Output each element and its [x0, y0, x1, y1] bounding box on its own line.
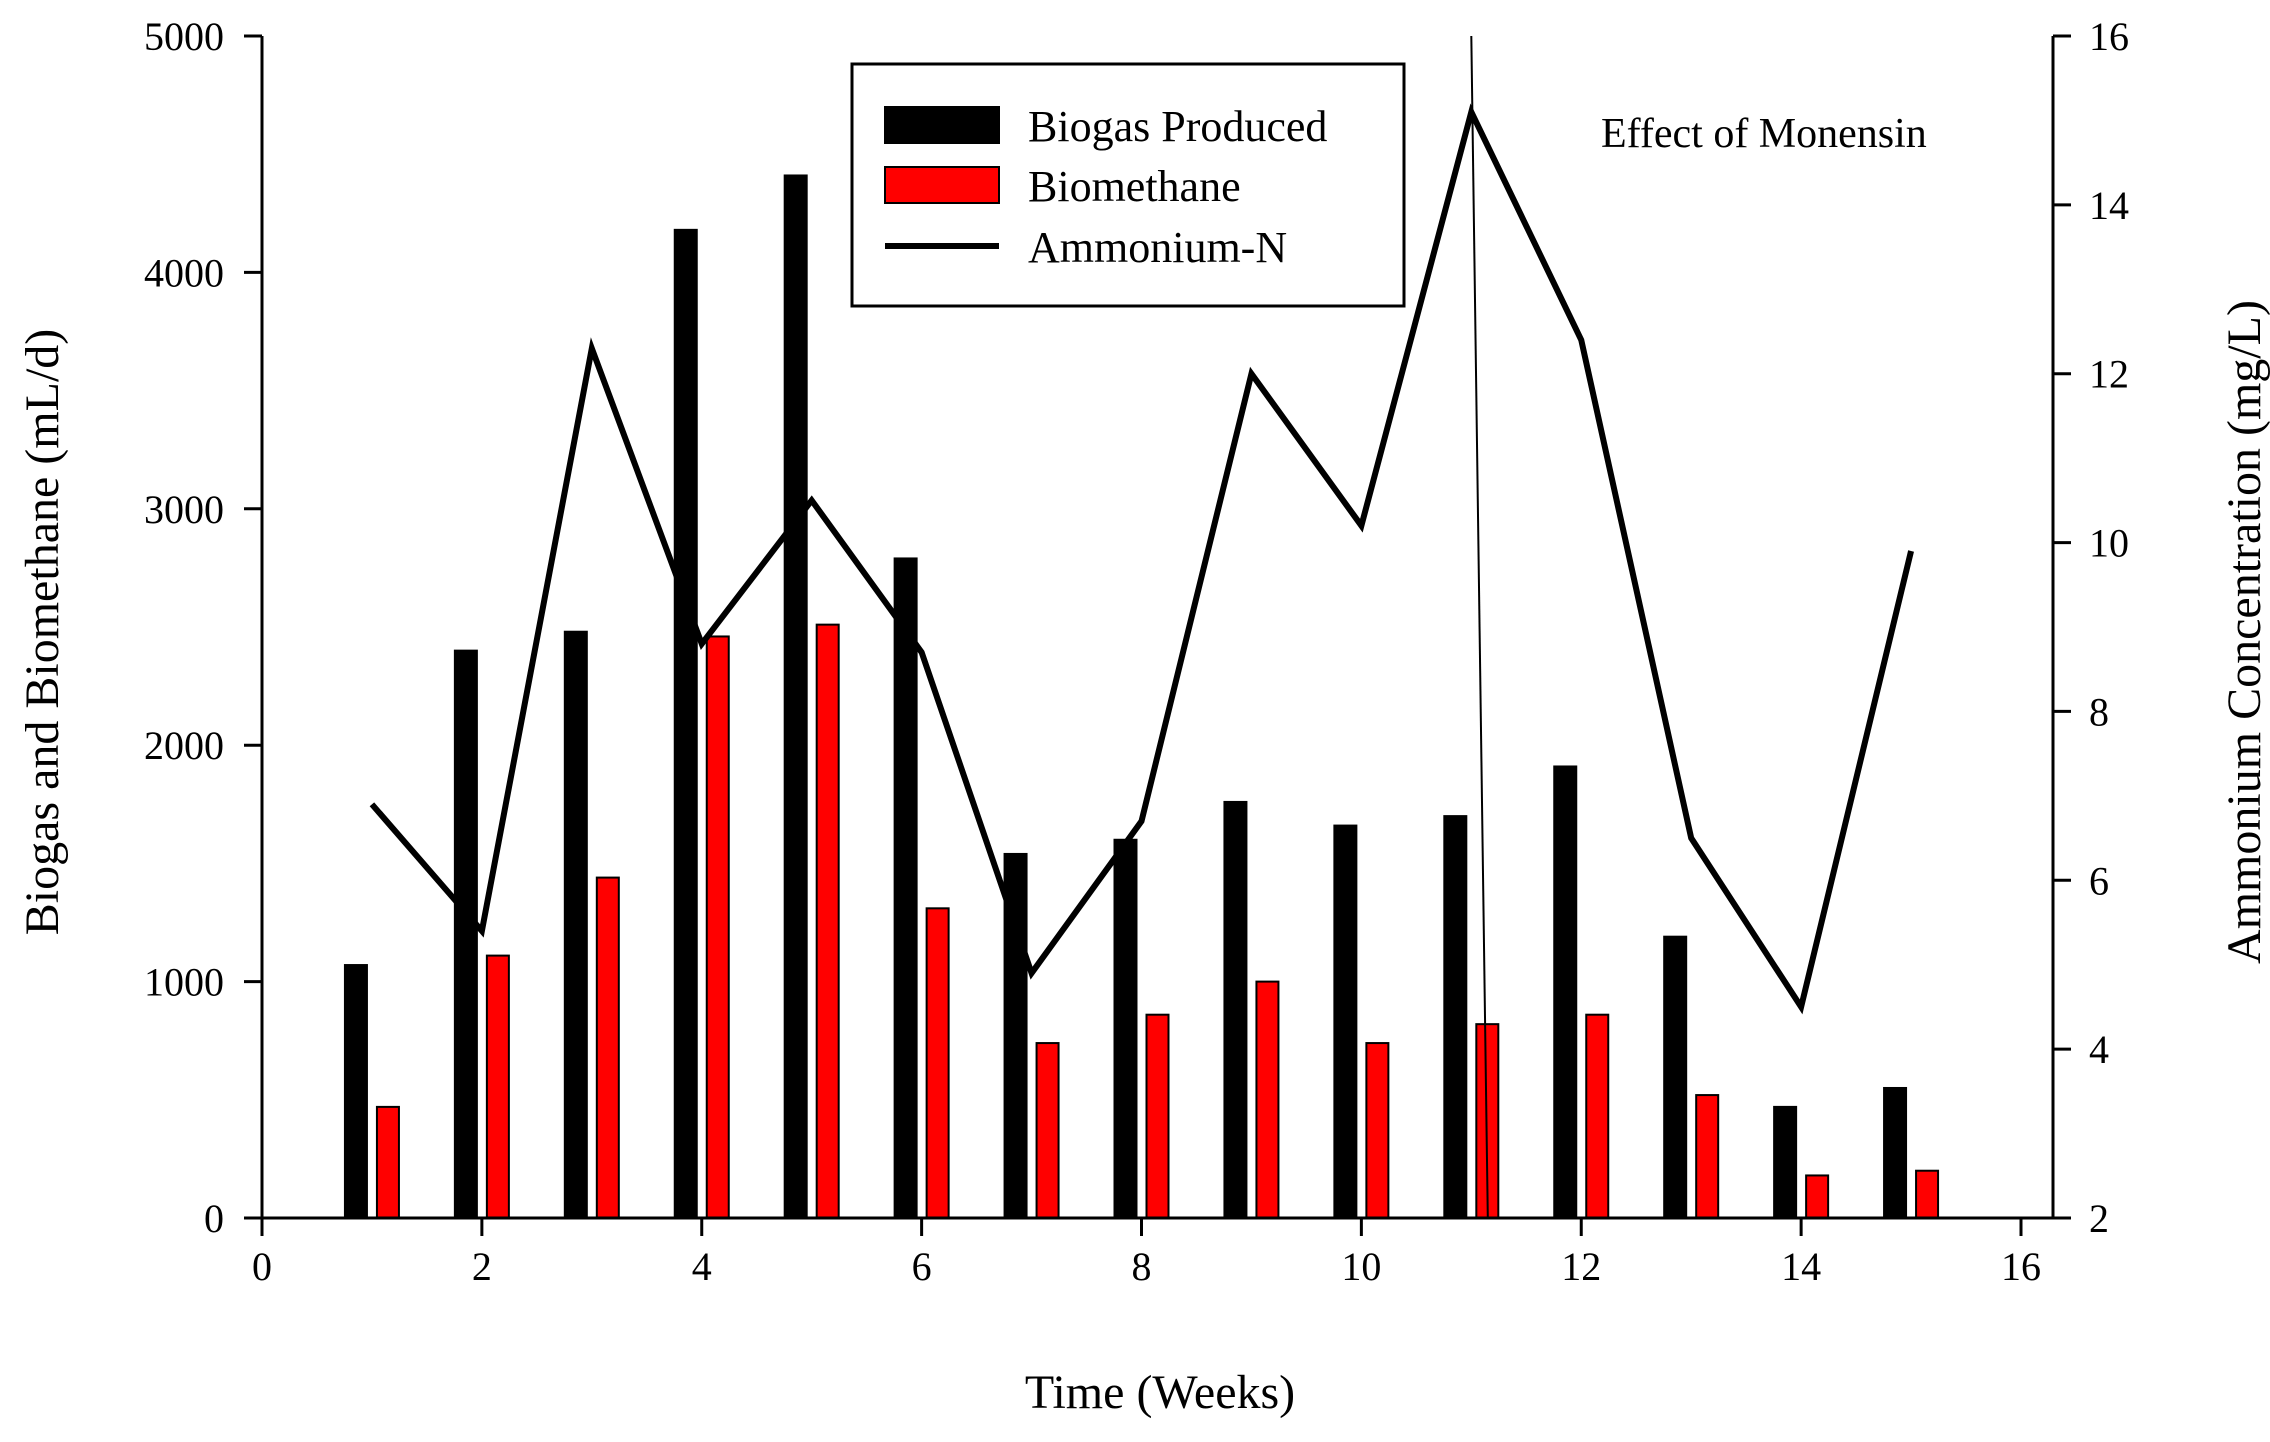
- bar-biomethane: [1035, 1042, 1060, 1219]
- x-tick-label: 6: [912, 1244, 932, 1289]
- legend: Biogas Produced Biomethane Ammonium-N: [850, 62, 1406, 308]
- bar-biomethane: [1695, 1094, 1720, 1220]
- y-tick-label: 3000: [144, 487, 224, 532]
- bar-biomethane: [595, 876, 620, 1219]
- bar-biogas: [673, 228, 698, 1219]
- legend-label-biomethane: Biomethane: [1028, 162, 1241, 211]
- y2-tick-label: 12: [2089, 352, 2129, 397]
- line-ammonium: [369, 103, 1914, 1015]
- bar-biogas: [1773, 1105, 1798, 1219]
- bar-biogas: [1443, 815, 1468, 1219]
- y-tick-label: 4000: [144, 250, 224, 295]
- bar-biomethane: [1915, 1169, 1940, 1219]
- x-tick-label: 10: [1341, 1244, 1381, 1289]
- y2-tick-label: 4: [2089, 1027, 2109, 1072]
- bar-biomethane: [705, 635, 730, 1219]
- bar-biogas: [1553, 765, 1578, 1219]
- x-tick-label: 12: [1561, 1244, 1601, 1289]
- bar-biogas: [563, 630, 588, 1219]
- bar-biogas: [343, 964, 368, 1219]
- axes: 0 2 4 6 8 10 12 14 16 0 1000 2000 3000 4000 5000 2 4 6 8 10…: [144, 14, 2129, 1289]
- y-tick-label: 1000: [144, 960, 224, 1005]
- bar-biomethane: [925, 907, 950, 1219]
- x-tick-label: 14: [1781, 1244, 1821, 1289]
- legend-label-biogas: Biogas Produced: [1028, 102, 1327, 151]
- monensin-annotation: Effect of Monensin: [1601, 111, 1927, 157]
- y2-tick-label: 2: [2089, 1196, 2109, 1241]
- y-axis-title: Biogas and Biomethane (mL/d): [16, 329, 69, 936]
- bar-biomethane: [815, 623, 840, 1219]
- bar-biogas: [1333, 824, 1358, 1219]
- bar-biogas: [1223, 800, 1248, 1219]
- bar-biogas: [453, 649, 478, 1219]
- bar-biomethane: [1145, 1013, 1170, 1219]
- bar-biogas: [1113, 838, 1138, 1219]
- bar-biogas: [783, 174, 808, 1220]
- x-tick-label: 4: [692, 1244, 712, 1289]
- y-tick-label: 2000: [144, 723, 224, 768]
- x-tick-label: 8: [1132, 1244, 1152, 1289]
- x-axis-title: Time (Weeks): [1025, 1366, 1295, 1419]
- bar-biomethane: [1255, 980, 1280, 1219]
- y2-tick-label: 8: [2089, 689, 2109, 734]
- x-tick-label: 2: [472, 1244, 492, 1289]
- x-tick-label: 16: [2001, 1244, 2041, 1289]
- bar-biogas: [893, 557, 918, 1219]
- y2-tick-label: 10: [2089, 521, 2129, 566]
- bar-biomethane: [375, 1105, 400, 1219]
- y-tick-label: 5000: [144, 14, 224, 59]
- legend-label-ammonium: Ammonium-N: [1028, 223, 1287, 272]
- monensin-line: [1470, 35, 1489, 1219]
- bar-biogas: [1883, 1086, 1908, 1219]
- y2-tick-label: 14: [2089, 183, 2129, 228]
- y-tick-label: 0: [204, 1196, 224, 1241]
- legend-swatch-biomethane: [884, 166, 1000, 204]
- bar-biomethane: [1365, 1042, 1390, 1219]
- x-tick-label: 0: [252, 1244, 272, 1289]
- bar-biomethane: [1805, 1174, 1830, 1219]
- y2-tick-label: 6: [2089, 858, 2109, 903]
- bar-biomethane: [485, 954, 510, 1219]
- plot-area: [343, 35, 1940, 1220]
- legend-swatch-biogas: [884, 106, 1000, 144]
- y2-tick-label: 16: [2089, 14, 2129, 59]
- y2-axis-title: Ammonium Concentration (mg/L): [2218, 300, 2270, 964]
- bar-biogas: [1663, 935, 1688, 1220]
- bar-biomethane: [1585, 1013, 1610, 1219]
